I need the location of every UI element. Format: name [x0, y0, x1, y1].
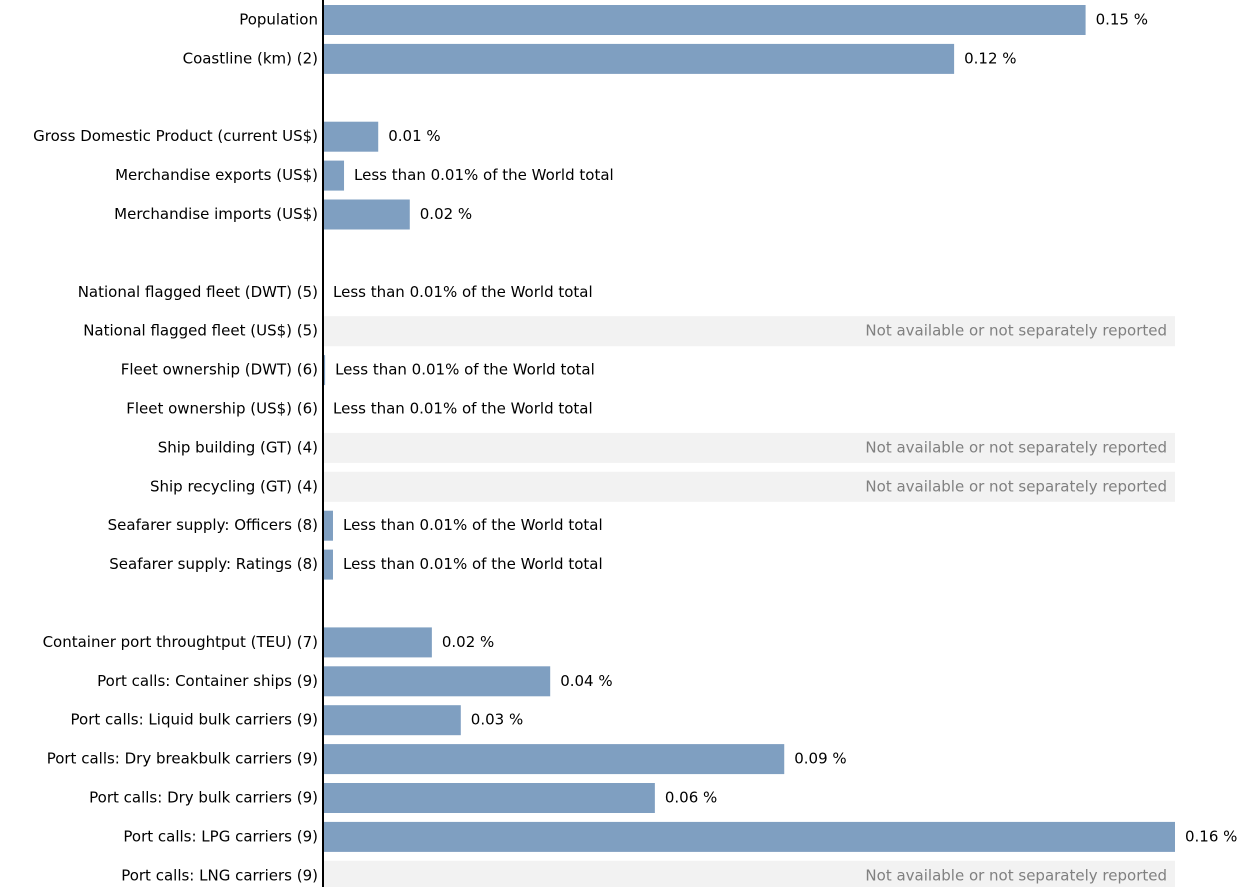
value-label: Not available or not separately reported — [865, 438, 1167, 456]
bar — [323, 549, 333, 580]
category-label: National flagged fleet (DWT) (5) — [78, 283, 318, 301]
value-label: 0.15 % — [1096, 11, 1148, 29]
category-label: Merchandise exports (US$) — [115, 166, 318, 184]
value-label: 0.01 % — [388, 127, 440, 145]
category-label: Gross Domestic Product (current US$) — [33, 127, 318, 145]
bar — [323, 160, 345, 191]
category-label: Port calls: Dry breakbulk carriers (9) — [47, 750, 318, 768]
value-label: 0.03 % — [471, 711, 523, 729]
category-label: Fleet ownership (DWT) (6) — [121, 361, 318, 379]
bar — [323, 199, 410, 230]
bar — [323, 821, 1175, 852]
value-label: Less than 0.01% of the World total — [343, 555, 603, 573]
value-label: 0.12 % — [964, 49, 1016, 67]
value-label: 0.16 % — [1185, 827, 1237, 845]
bar — [323, 627, 432, 658]
value-label: 0.02 % — [420, 205, 472, 223]
na-band — [323, 316, 1175, 347]
value-label: Less than 0.01% of the World total — [333, 283, 593, 301]
category-label: Ship building (GT) (4) — [158, 438, 318, 456]
value-label: Not available or not separately reported — [865, 322, 1167, 340]
value-label: Less than 0.01% of the World total — [343, 516, 603, 534]
category-label: Seafarer supply: Officers (8) — [108, 516, 318, 534]
category-label: Merchandise imports (US$) — [114, 205, 318, 223]
category-label: Ship recycling (GT) (4) — [150, 477, 318, 495]
bar — [323, 783, 655, 813]
value-label: 0.09 % — [794, 750, 846, 768]
category-label: Seafarer supply: Ratings (8) — [109, 555, 318, 573]
category-label: Coastline (km) (2) — [183, 49, 318, 67]
value-label: Not available or not separately reported — [865, 866, 1167, 884]
bar — [323, 744, 785, 775]
na-band — [323, 471, 1175, 502]
category-label: Port calls: Container ships (9) — [97, 672, 318, 690]
value-label: Less than 0.01% of the World total — [335, 361, 595, 379]
bar — [323, 666, 551, 697]
bar — [323, 121, 379, 152]
value-label: Less than 0.01% of the World total — [354, 166, 614, 184]
value-label: 0.04 % — [560, 672, 612, 690]
bar — [323, 355, 326, 386]
category-label: Port calls: LPG carriers (9) — [123, 827, 318, 845]
na-band — [323, 860, 1175, 887]
bar — [323, 705, 461, 736]
category-label: Port calls: Dry bulk carriers (9) — [89, 789, 318, 807]
category-label: Port calls: LNG carriers (9) — [121, 866, 318, 884]
bar — [323, 510, 333, 541]
value-label: 0.06 % — [665, 789, 717, 807]
value-label: Not available or not separately reported — [865, 477, 1167, 495]
category-label: Population — [239, 11, 318, 29]
category-label: National flagged fleet (US$) (5) — [83, 322, 318, 340]
category-label: Port calls: Liquid bulk carriers (9) — [71, 711, 318, 729]
category-label: Container port throughtput (TEU) (7) — [43, 633, 318, 651]
bar — [323, 43, 955, 74]
value-label: Less than 0.01% of the World total — [333, 400, 593, 418]
bar — [323, 5, 1086, 35]
category-label: Fleet ownership (US$) (6) — [126, 400, 318, 418]
na-band — [323, 432, 1175, 463]
value-label: 0.02 % — [442, 633, 494, 651]
